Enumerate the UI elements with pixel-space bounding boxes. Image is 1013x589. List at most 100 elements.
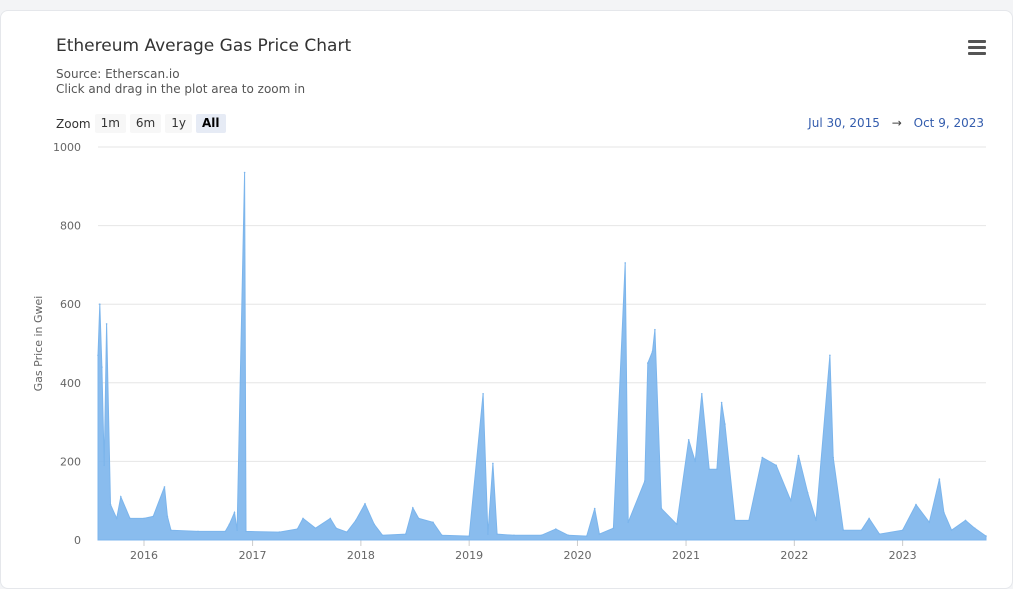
data-point-50 [624,262,626,264]
x-tick-label-2016: 2016 [130,549,158,562]
data-point-13 [170,529,172,531]
data-point-73 [829,354,831,357]
y-axis-title: Gas Price in Gwei [32,296,45,392]
data-point-61 [708,468,710,471]
data-point-26 [335,527,338,529]
x-tick-label-2020: 2020 [563,549,591,562]
data-point-69 [790,499,792,502]
data-point-65 [734,519,736,522]
x-tick-label-2023: 2023 [889,549,917,562]
data-point-36 [441,534,443,537]
zoom-label: Zoom [56,116,91,131]
data-point-54 [651,350,654,353]
data-point-60 [701,393,703,395]
y-tick-label-200: 200 [60,455,81,468]
y-tick-label-0: 0 [74,534,81,547]
data-point-1 [99,303,101,306]
data-point-62 [716,468,718,471]
data-point-47 [593,507,596,510]
data-point-2 [101,366,103,368]
data-point-14 [197,530,199,533]
x-tick-label-2021: 2021 [672,549,700,562]
y-tick-label-400: 400 [60,377,81,390]
zoom-1y-button[interactable]: 1y [165,114,192,133]
data-point-9 [143,517,145,520]
data-point-21 [278,531,281,533]
data-point-76 [860,529,863,531]
data-point-72 [815,519,817,522]
data-point-67 [761,456,764,459]
data-point-55 [654,328,656,331]
data-point-81 [928,521,931,524]
data-point-84 [950,529,953,531]
data-point-42 [513,534,515,537]
x-tick-label-2018: 2018 [347,549,375,562]
x-tick-label-2022: 2022 [780,549,808,562]
range-selector: Zoom 1m 6m 1y All [56,114,230,133]
data-point-68 [775,464,777,467]
data-point-24 [314,527,317,529]
data-point-48 [598,533,601,535]
data-point-66 [748,519,750,522]
data-point-19 [243,171,246,174]
data-point-46 [585,535,588,537]
data-point-11 [163,486,166,488]
data-point-87 [985,535,987,537]
data-point-53 [647,362,649,364]
data-point-86 [973,527,976,529]
data-point-5 [109,503,112,506]
data-point-35 [432,521,434,524]
data-point-71 [806,492,809,494]
data-point-18 [236,529,238,531]
data-point-30 [373,523,376,526]
data-point-16 [228,523,231,526]
data-point-34 [417,517,420,520]
data-point-51 [627,521,629,524]
data-point-63 [720,401,723,404]
range-arrow: → [891,116,902,130]
data-point-0 [97,354,99,357]
data-point-40 [492,462,494,465]
hamburger-menu-icon[interactable] [968,40,986,56]
data-point-56 [660,507,663,510]
data-point-49 [612,527,615,529]
zoom-all-button[interactable]: All [196,114,226,133]
y-tick-label-1000: 1000 [53,141,81,154]
data-point-41 [496,533,498,535]
subtitle-hint: Click and drag in the plot area to zoom … [56,82,306,96]
data-point-8 [129,517,131,520]
data-point-12 [166,515,169,518]
data-point-31 [381,534,384,537]
range-to-date[interactable]: Oct 9, 2023 [913,116,984,130]
data-point-10 [152,515,154,518]
chart-subtitle: Source: Etherscan.io Click and drag in t… [56,67,305,97]
data-point-75 [842,529,845,531]
zoom-1m-button[interactable]: 1m [94,114,126,133]
data-point-83 [943,511,945,514]
data-point-79 [901,529,904,531]
data-point-3 [103,464,105,467]
x-tick-label-2019: 2019 [455,549,483,562]
series-area [97,172,987,541]
data-point-45 [567,534,570,537]
data-point-28 [355,519,357,522]
data-point-32 [404,533,407,535]
data-point-37 [468,535,471,537]
zoom-6m-button[interactable]: 6m [129,114,162,133]
x-tick-label-2017: 2017 [239,549,267,562]
data-point-78 [878,533,881,535]
y-tick-label-600: 600 [60,298,81,311]
data-point-82 [938,478,941,480]
range-from-date[interactable]: Jul 30, 2015 [808,116,880,130]
data-point-64 [724,423,726,425]
data-point-15 [224,530,227,533]
data-point-70 [797,454,800,457]
chart-title: Ethereum Average Gas Price Chart [56,36,352,56]
data-point-20 [245,530,247,533]
data-point-74 [832,456,834,459]
data-point-57 [676,523,678,526]
data-point-29 [364,503,366,505]
data-point-23 [302,517,304,520]
data-point-25 [329,517,332,520]
